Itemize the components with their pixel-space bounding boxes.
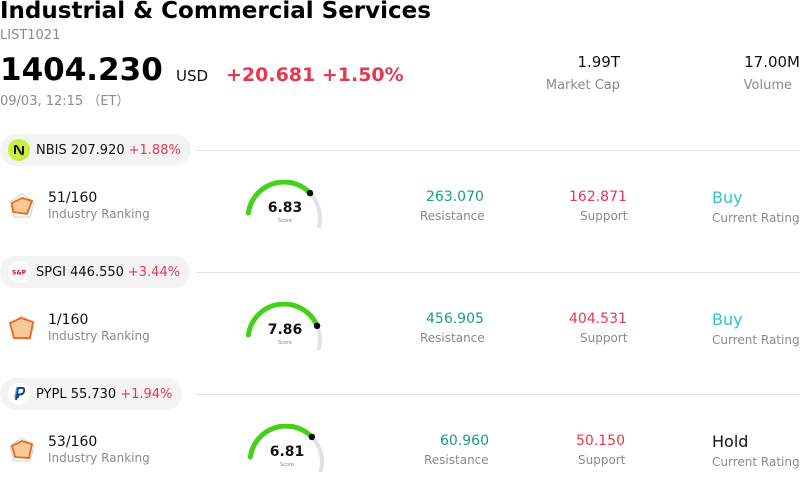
page-title: Industrial & Commercial Services xyxy=(0,0,431,24)
support-label: Support xyxy=(578,453,626,467)
support-label: Support xyxy=(580,209,628,223)
rating-value: Buy xyxy=(712,310,743,329)
volume-label: Volume xyxy=(743,78,792,93)
score-value: 6.81 xyxy=(269,444,305,460)
resistance-label: Resistance xyxy=(420,331,485,345)
divider xyxy=(196,394,800,395)
divider xyxy=(196,150,800,151)
score-value: 7.86 xyxy=(267,322,303,338)
resistance-value: 60.960 xyxy=(440,433,489,449)
price-change: +20.681 +1.50% xyxy=(226,64,404,86)
resistance-value: 263.070 xyxy=(426,189,484,205)
resistance-label: Resistance xyxy=(420,209,485,223)
stock-symbol: SPGI 446.550 xyxy=(36,264,124,280)
index-price: 1404.230 xyxy=(0,52,163,88)
rating-value: Hold xyxy=(712,432,749,451)
rating-label: Current Rating xyxy=(712,455,800,469)
currency-label: USD xyxy=(176,67,209,85)
radar-chart-icon xyxy=(8,315,35,340)
stock-pill-nbis[interactable]: NBIS 207.920 +1.88% xyxy=(0,134,191,166)
volume-value: 17.00M xyxy=(744,53,800,71)
score-gauge xyxy=(245,302,322,350)
stock-pill-spgi[interactable]: S&P SPGI 446.550 +3.44% xyxy=(0,256,191,288)
rating-label: Current Rating xyxy=(712,333,800,347)
support-value: 50.150 xyxy=(576,433,625,449)
radar-chart-icon xyxy=(9,437,35,462)
industry-rank-value: 1/160 xyxy=(48,312,89,328)
industry-rank-label: Industry Ranking xyxy=(48,451,150,465)
industry-rank-value: 53/160 xyxy=(48,434,98,450)
score-label: Score xyxy=(277,340,292,346)
score-label: Score xyxy=(279,462,294,468)
score-value: 6.83 xyxy=(267,200,303,216)
stock-symbol: NBIS 207.920 xyxy=(36,142,125,158)
spgi-logo-icon: S&P xyxy=(8,261,30,283)
stock-symbol: PYPL 55.730 xyxy=(36,386,117,402)
svg-text:S&P: S&P xyxy=(12,270,27,277)
stock-change: +3.44% xyxy=(127,264,181,280)
industry-rank-label: Industry Ranking xyxy=(48,329,150,343)
support-label: Support xyxy=(580,331,628,345)
index-code: LIST1021 xyxy=(0,28,61,43)
market-cap-label: Market Cap xyxy=(545,78,620,93)
resistance-value: 456.905 xyxy=(426,311,484,327)
radar-chart-icon xyxy=(9,193,35,218)
score-gauge xyxy=(247,424,324,472)
rating-value: Buy xyxy=(712,188,743,207)
stock-change: +1.94% xyxy=(120,386,173,402)
divider xyxy=(196,272,800,273)
market-cap-value: 1.99T xyxy=(577,53,620,71)
stock-pill-pypl[interactable]: PYPL 55.730 +1.94% xyxy=(0,378,183,410)
resistance-label: Resistance xyxy=(424,453,489,467)
nbis-logo-icon xyxy=(8,139,30,161)
stock-change: +1.88% xyxy=(128,142,181,158)
industry-rank-label: Industry Ranking xyxy=(48,207,150,221)
pypl-logo-icon xyxy=(8,383,30,405)
rating-label: Current Rating xyxy=(712,211,800,225)
score-label: Score xyxy=(277,218,292,224)
support-value: 162.871 xyxy=(569,189,627,205)
support-value: 404.531 xyxy=(569,311,627,327)
score-gauge xyxy=(245,180,322,228)
timestamp: 09/03, 12:15 （ET） xyxy=(0,94,130,109)
industry-rank-value: 51/160 xyxy=(48,190,98,206)
